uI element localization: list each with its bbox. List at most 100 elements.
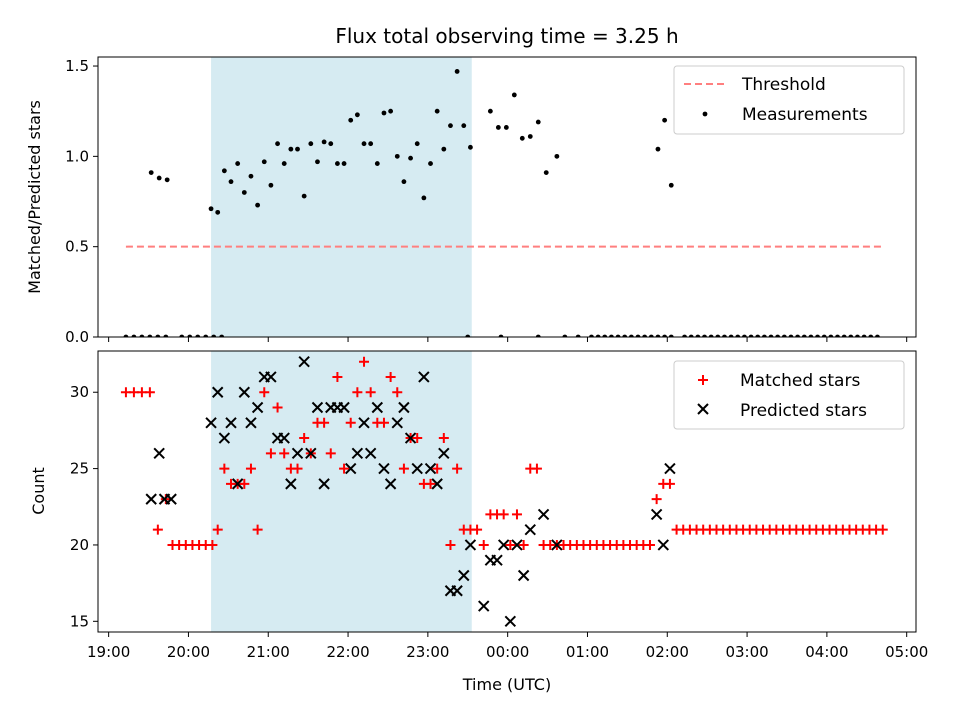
matched-star-point [505,539,516,550]
measurement-point [662,117,668,123]
x-tick-label: 00:00 [486,643,529,661]
predicted-star-point [338,401,350,414]
measurement-point [203,334,209,337]
measurement-point [388,108,394,114]
measurement-point [295,146,300,152]
y-tick-label: 25 [70,460,89,478]
measurement-point [535,334,541,337]
measurement-point [465,334,471,337]
observing-window-shade [211,57,472,337]
matched-star-point [345,417,356,428]
measurement-point [268,182,274,188]
matched-star-point [359,356,370,367]
matched-star-point [272,402,283,413]
chart-title: Flux total observing time = 3.25 h [335,24,678,48]
predicted-star-point [537,508,550,521]
matched-star-point [511,509,522,520]
predicted-star-point [464,539,477,551]
measurement-point [662,334,668,337]
measurement-point [715,334,721,337]
legend-threshold-label: Threshold [741,75,826,95]
measurement-point [195,334,201,337]
x-tick-label: 04:00 [805,643,848,661]
predicted-star-point [451,585,463,597]
measurement-point [527,134,533,139]
matched-star-point [518,539,529,550]
predicted-star-point [165,493,177,505]
measurement-point [498,334,504,337]
measurement-point [728,334,734,337]
measurement-point [308,141,314,147]
measurement-point [554,153,560,159]
measurement-point [219,334,225,337]
matched-star-point [412,433,423,444]
measurement-point [381,110,387,116]
y-tick-label: 20 [70,536,89,554]
predicted-star-point [478,600,490,612]
measurement-point [668,182,674,188]
measurement-point [835,334,840,337]
matched-star-point [392,387,403,398]
measurement-point [755,334,761,337]
observing-window-shade [211,351,472,632]
predicted-star-point [238,386,251,398]
measurement-point [454,69,460,74]
measurement-point [335,161,340,166]
measurement-point [855,334,860,337]
predicted-star-point [285,478,297,490]
measurement-point [368,141,374,147]
measurement-point [179,334,185,337]
matched-star-point [245,463,256,474]
measurement-point [821,334,827,337]
matched-star-point [531,463,542,474]
matched-star-point [292,463,303,474]
top-y-axis-label: Matched/Predicted stars [25,100,44,294]
y-tick-label: 0.5 [65,238,89,256]
measurement-point [535,119,541,125]
measurement-point [131,334,137,337]
predicted-star-point [205,417,217,429]
measurement-point [348,117,354,123]
measurement-point [163,334,169,337]
matched-star-point [478,539,489,550]
measurement-point [562,334,568,337]
measurement-point [428,161,433,166]
legend-measurements-marker [702,111,708,117]
predicted-star-point [504,615,517,628]
measurement-point [795,334,801,337]
x-tick-label: 23:00 [406,643,449,661]
predicted-star-point [225,417,237,429]
measurement-point [288,146,294,152]
measurement-point [156,175,162,181]
top-axes: 0.0 0.5 1.0 1.5 Matched/Predicted stars Thr… [25,56,917,346]
measurement-point [615,334,621,337]
measurement-point [341,161,347,166]
measurement-point [622,334,628,337]
measurement-point [503,125,509,130]
measurement-point [828,334,834,337]
y-tick-label: 1.5 [65,57,89,75]
measurement-point [361,141,367,147]
measurement-point [408,155,413,161]
measurement-point [735,334,741,337]
predicted-star-point [278,432,290,444]
measurement-point [495,125,501,130]
measurement-point [595,334,601,337]
measurement-point [655,146,661,152]
measurement-point [511,92,517,98]
legend-matched-label: Matched stars [740,371,860,391]
measurement-point [722,334,727,337]
legend-measurements-label: Measurements [742,105,868,125]
measurement-point [211,334,217,337]
predicted-star-point [305,447,317,460]
measurement-point [123,334,129,337]
predicted-star-point [153,447,165,460]
measurement-point [261,159,267,165]
measurement-point [781,334,787,337]
y-tick-label: 1.0 [65,147,89,165]
x-tick-label: 20:00 [167,643,210,661]
y-tick-label: 15 [70,612,89,630]
measurement-point [394,153,400,159]
measurement-point [248,173,254,179]
